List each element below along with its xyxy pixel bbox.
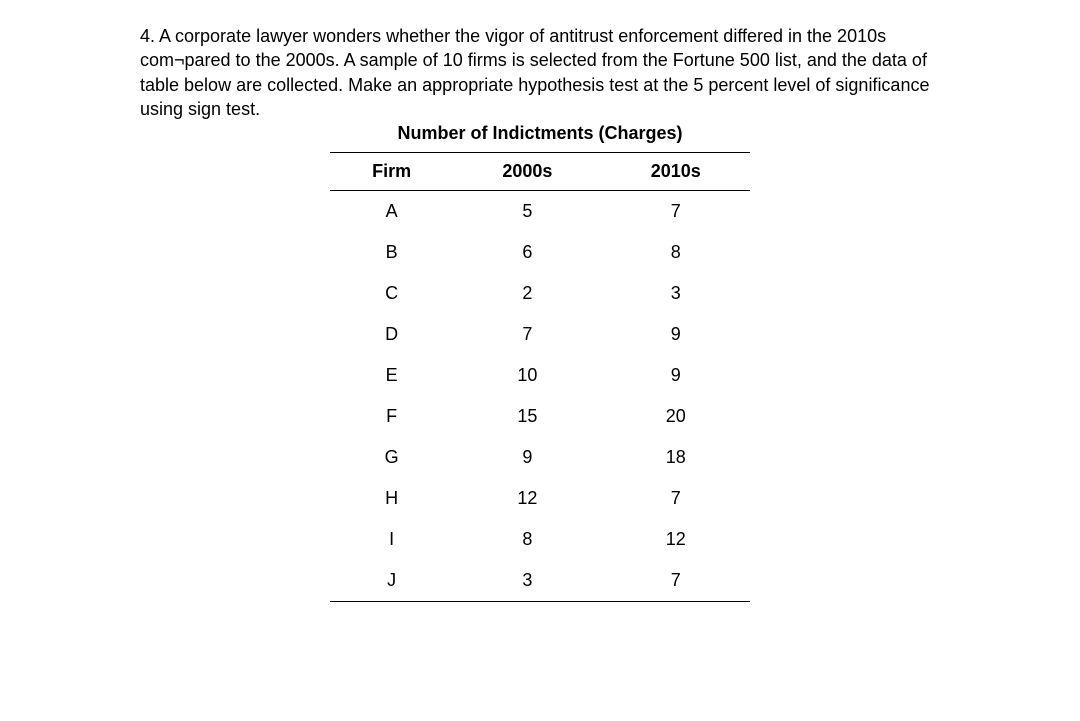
table-row: A 5 7 — [330, 191, 750, 233]
cell-2010s: 7 — [602, 560, 750, 602]
cell-2000s: 6 — [453, 232, 601, 273]
cell-firm: I — [330, 519, 453, 560]
cell-firm: A — [330, 191, 453, 233]
table-body: A 5 7 B 6 8 C 2 3 D 7 9 E 10 9 — [330, 191, 750, 602]
cell-2000s: 8 — [453, 519, 601, 560]
cell-2010s: 9 — [602, 355, 750, 396]
cell-2000s: 10 — [453, 355, 601, 396]
cell-2000s: 7 — [453, 314, 601, 355]
cell-2010s: 3 — [602, 273, 750, 314]
cell-firm: E — [330, 355, 453, 396]
col-header-firm: Firm — [330, 153, 453, 191]
cell-2010s: 7 — [602, 478, 750, 519]
cell-2000s: 12 — [453, 478, 601, 519]
cell-2010s: 9 — [602, 314, 750, 355]
cell-2000s: 3 — [453, 560, 601, 602]
cell-firm: G — [330, 437, 453, 478]
table-row: J 3 7 — [330, 560, 750, 602]
table-row: E 10 9 — [330, 355, 750, 396]
cell-firm: B — [330, 232, 453, 273]
table-row: D 7 9 — [330, 314, 750, 355]
table-row: B 6 8 — [330, 232, 750, 273]
cell-firm: D — [330, 314, 453, 355]
cell-2010s: 8 — [602, 232, 750, 273]
cell-firm: H — [330, 478, 453, 519]
table-title: Number of Indictments (Charges) — [330, 123, 750, 144]
col-header-2010s: 2010s — [602, 153, 750, 191]
table-row: G 9 18 — [330, 437, 750, 478]
cell-2000s: 2 — [453, 273, 601, 314]
cell-2010s: 12 — [602, 519, 750, 560]
table-row: C 2 3 — [330, 273, 750, 314]
cell-2010s: 18 — [602, 437, 750, 478]
data-table: Firm 2000s 2010s A 5 7 B 6 8 C 2 3 D — [330, 152, 750, 602]
cell-2010s: 7 — [602, 191, 750, 233]
question-text: 4. A corporate lawyer wonders whether th… — [140, 24, 940, 121]
cell-2000s: 5 — [453, 191, 601, 233]
cell-firm: F — [330, 396, 453, 437]
col-header-2000s: 2000s — [453, 153, 601, 191]
table-header-row: Firm 2000s 2010s — [330, 153, 750, 191]
table-row: H 12 7 — [330, 478, 750, 519]
table-row: I 8 12 — [330, 519, 750, 560]
document-content: 4. A corporate lawyer wonders whether th… — [0, 0, 1080, 602]
cell-firm: J — [330, 560, 453, 602]
table-row: F 15 20 — [330, 396, 750, 437]
cell-2000s: 15 — [453, 396, 601, 437]
cell-2010s: 20 — [602, 396, 750, 437]
cell-2000s: 9 — [453, 437, 601, 478]
cell-firm: C — [330, 273, 453, 314]
